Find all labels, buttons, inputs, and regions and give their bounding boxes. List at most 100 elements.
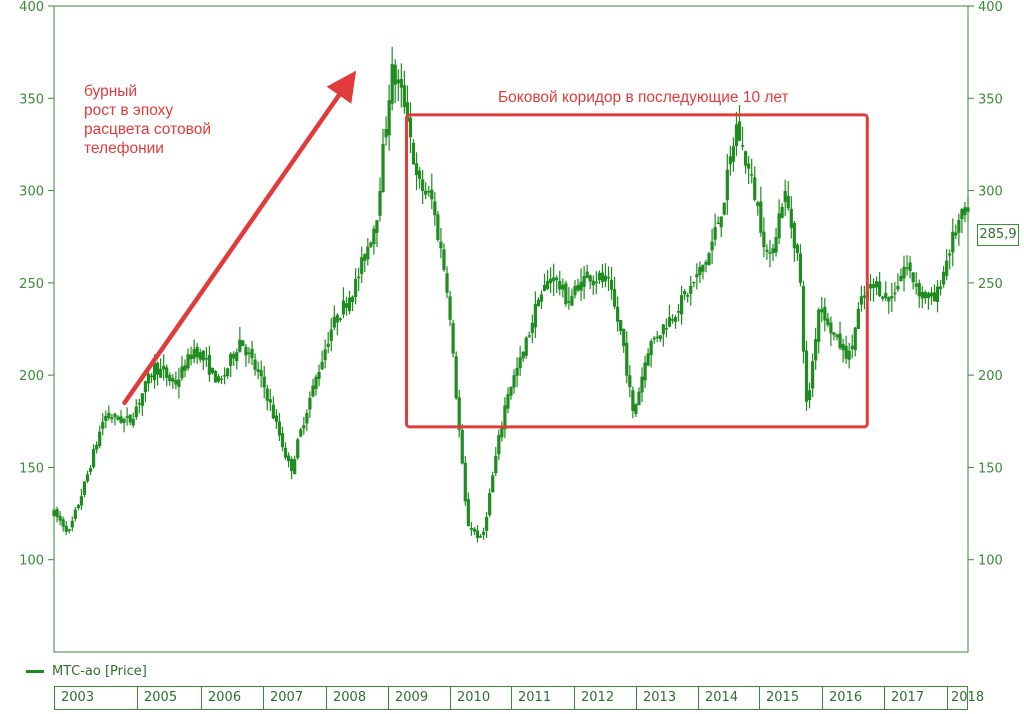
x-axis-year-bar[interactable]: 2003 2005 2006 2007 2008 2009 2010 2011 2012 2013… [54, 686, 984, 710]
x-tick-year-2016[interactable]: 2016 [822, 687, 884, 709]
candle-body [957, 220, 961, 233]
x-tick-year-2006[interactable]: 2006 [201, 687, 263, 709]
candle-body [850, 345, 854, 350]
candle-body [67, 529, 71, 531]
x-tick-year-2015[interactable]: 2015 [759, 687, 822, 709]
legend: МТС-ао [Price] [26, 664, 147, 679]
candle-body [765, 249, 769, 252]
candle-body [680, 295, 684, 315]
candle-body [384, 128, 388, 138]
x-tick-year-2008[interactable]: 2008 [326, 687, 388, 709]
candle-body [372, 228, 376, 245]
x-tick-year-2018[interactable]: 2018 [947, 687, 984, 709]
y-tick-label-left: 400 [19, 0, 44, 15]
annotation-growth-line-1: бурный [84, 83, 138, 100]
candle-body [338, 318, 342, 320]
candle-body [673, 317, 678, 322]
candle-body [219, 378, 224, 381]
x-tick-year-2005[interactable]: 2005 [137, 687, 201, 709]
candle-body [862, 295, 867, 298]
x-tick-year-2009[interactable]: 2009 [388, 687, 450, 709]
candle-body [445, 273, 449, 293]
candle-body [518, 357, 522, 369]
candle-body [695, 274, 699, 278]
candle-body [469, 527, 473, 530]
x-tick-year-2012[interactable]: 2012 [574, 687, 636, 709]
candle-body [561, 284, 565, 290]
y-axis-left: 100 150 200 250 300 350 400 [19, 0, 54, 569]
candle-body [552, 277, 556, 282]
candle-body [302, 425, 306, 429]
x-tick-year-2013[interactable]: 2013 [636, 687, 698, 709]
x-tick-year-2010[interactable]: 2010 [450, 687, 511, 709]
candle-body [875, 281, 879, 288]
candle-body [814, 339, 818, 361]
candle-body [945, 260, 949, 276]
x-tick-year-2017[interactable]: 2017 [884, 687, 947, 709]
candle-body [73, 509, 77, 519]
candle-body [847, 350, 851, 360]
candle-body [122, 419, 126, 423]
x-tick-year-2014[interactable]: 2014 [698, 687, 759, 709]
candle-body [162, 365, 166, 370]
candle-body [366, 246, 370, 260]
candle-body [616, 306, 620, 322]
candle-body [475, 530, 480, 539]
candle-body [478, 536, 483, 538]
candle-body [798, 253, 803, 283]
candle-body [914, 283, 918, 287]
candle-body [375, 220, 379, 233]
candle-body [792, 222, 796, 249]
candle-body [826, 318, 830, 325]
candle-body [533, 303, 537, 328]
x-tick-year-2011[interactable]: 2011 [511, 687, 574, 709]
candle-body [524, 337, 528, 356]
candle-body [128, 414, 132, 423]
y-axis-right: 100 150 200 250 300 350 400 [968, 0, 1003, 569]
candle-body [759, 201, 763, 233]
candle-body [463, 462, 467, 502]
candle-body [612, 289, 617, 307]
candle-body [232, 353, 236, 359]
candle-body [58, 515, 62, 521]
candle-body [536, 299, 541, 307]
candle-body [110, 417, 114, 420]
candle-body [820, 309, 824, 313]
candle-body [652, 337, 656, 340]
candle-body [747, 163, 751, 169]
candle-body [619, 319, 623, 332]
candle-body [424, 190, 428, 195]
candle-body [485, 516, 489, 531]
plot-frame [53, 5, 969, 653]
y-tick-label-left: 300 [19, 185, 44, 200]
candle-body [326, 343, 330, 347]
x-tick-year-2007[interactable]: 2007 [263, 687, 326, 709]
trend-arrow-head [326, 70, 357, 104]
candle-body [515, 367, 519, 376]
candle-body [387, 100, 391, 136]
y-tick-label-right: 200 [978, 369, 1003, 384]
candle-body [308, 397, 312, 410]
x-tick-year-2003[interactable]: 2003 [61, 690, 95, 705]
candle-body [152, 362, 157, 381]
candle-body [573, 286, 577, 296]
candle-body [457, 397, 461, 430]
candle-body [119, 416, 123, 423]
candle-body [725, 169, 729, 201]
candle-body [427, 190, 431, 193]
candle-body [951, 231, 955, 253]
candle-body [545, 280, 550, 289]
candle-body [448, 296, 452, 320]
candle-body [52, 510, 56, 516]
candle-body [488, 493, 492, 516]
candle-body [238, 339, 242, 352]
candle-body [311, 385, 315, 397]
candle-body [807, 390, 812, 401]
candle-body [195, 346, 199, 358]
candle-body [811, 361, 815, 389]
candle-body [98, 431, 102, 446]
candle-body [155, 362, 160, 375]
candle-body [168, 375, 172, 382]
candle-body [332, 316, 336, 328]
candle-body [555, 277, 559, 281]
